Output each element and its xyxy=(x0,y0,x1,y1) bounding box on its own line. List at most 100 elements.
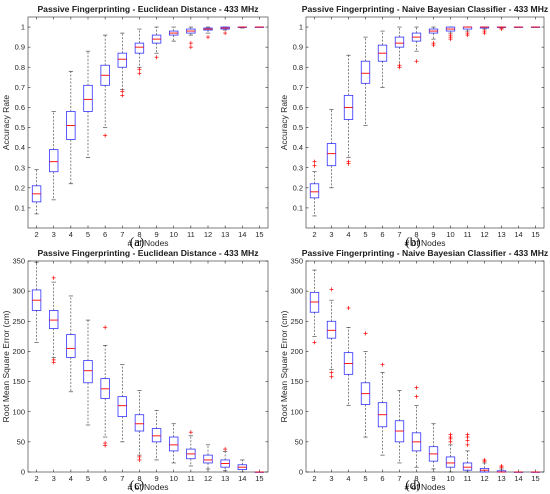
panel-1-ytick-label: 0.8 xyxy=(15,63,25,72)
panel-1-xtick-label: 5 xyxy=(86,230,90,239)
panel-4-box xyxy=(326,320,337,339)
panel-3-xtick-label: 15 xyxy=(255,474,263,483)
panel-1-outlier xyxy=(120,93,125,98)
panel-3-outlier xyxy=(137,454,142,459)
panel-1-xtick-label: 10 xyxy=(170,230,178,239)
panel-1-outlier xyxy=(154,55,159,60)
panel-4-xlabel: # of Nodes xyxy=(404,482,445,492)
panel-1-outlier xyxy=(137,71,142,76)
panel-1-xtick-label: 11 xyxy=(187,230,195,239)
panel-2-ytick-label: 0.7 xyxy=(293,83,303,92)
panel-3-xtick-label: 5 xyxy=(86,474,90,483)
panel-4-xtick-label: 7 xyxy=(397,474,401,483)
panel-3-ylabel: Root Mean Square Error (cm) xyxy=(1,310,11,422)
panel-1-ylabel: Accuracy Rate xyxy=(1,95,11,151)
panel-4-outlier xyxy=(312,340,317,345)
panel-4-outlier xyxy=(465,438,470,443)
panel-1-box xyxy=(49,149,59,173)
panel-2-outlier xyxy=(448,33,453,38)
panel-2-ytick-label: 0.3 xyxy=(293,163,303,172)
panel-3-panel-label: (c) xyxy=(130,477,144,492)
panel-4-panel-label: (d) xyxy=(405,477,420,492)
panel-1-xtick-label: 8 xyxy=(137,230,141,239)
panel-3-outlier xyxy=(51,275,56,280)
panel-3-box xyxy=(203,454,213,464)
panel-3-ytick-label: 350 xyxy=(12,257,25,266)
panel-1-xtick-label: 14 xyxy=(238,230,246,239)
panel-4-xtick-label: 15 xyxy=(531,474,539,483)
panel-4-outlier xyxy=(329,374,334,379)
panel-4-outlier xyxy=(465,442,470,447)
panel-3-outlier xyxy=(103,441,108,446)
panel-2-axes-box xyxy=(305,16,545,229)
panel-4-xtick-label: 9 xyxy=(431,474,435,483)
panel-2-xtick-label: 10 xyxy=(446,230,454,239)
panel-4-outlier xyxy=(380,362,385,367)
panel-4-ytick-label: 300 xyxy=(290,287,303,296)
panel-2-outlier xyxy=(499,27,504,32)
panel-3-ytick-label: 50 xyxy=(17,437,25,446)
panel-4-outlier xyxy=(346,306,351,311)
panel-3-title: Passive Fingerprinting - Euclidean Dista… xyxy=(37,248,258,258)
panel-1-box xyxy=(83,84,93,112)
panel-1-outlier xyxy=(206,35,210,40)
panel-3-xtick-label: 10 xyxy=(170,474,178,483)
panel-2-ytick-label: 0.9 xyxy=(293,43,303,52)
panel-2-xtick-label: 4 xyxy=(346,230,350,239)
panel-1-ytick-label: 0.3 xyxy=(15,163,25,172)
panel-2-box xyxy=(360,60,371,84)
panel-3-box xyxy=(134,414,145,432)
panel-1-xlabel: # of Nodes xyxy=(127,238,168,248)
panel-2-outlier xyxy=(465,31,470,36)
panel-2-ytick-label: 0.4 xyxy=(293,143,303,152)
panel-4-xtick-label: 10 xyxy=(446,474,454,483)
panel-4-ytick-label: 250 xyxy=(290,317,303,326)
panel-2-box xyxy=(394,36,405,48)
panel-1-outlier xyxy=(188,41,193,46)
panel-3-outlier xyxy=(103,325,108,330)
panel-4-ytick-label: 150 xyxy=(290,377,303,386)
panel-3-box xyxy=(151,428,162,443)
panel-4-outlier xyxy=(465,432,470,437)
panel-4-xtick-label: 8 xyxy=(414,474,418,483)
panel-3-xtick-label: 6 xyxy=(103,474,107,483)
panel-2-outlier xyxy=(414,59,419,64)
panel-3-xtick-label: 8 xyxy=(137,474,141,483)
panel-4-outlier xyxy=(329,287,334,292)
panel-3-ytick-label: 0 xyxy=(21,468,25,477)
panel-4-xtick-label: 13 xyxy=(497,474,505,483)
panel-4-ytick-label: 350 xyxy=(290,257,303,266)
panel-1-outlier xyxy=(103,133,108,138)
panel-2-xtick-label: 2 xyxy=(312,230,316,239)
panel-3-box xyxy=(66,334,76,358)
panel-3-box xyxy=(49,310,59,329)
panel-3-outlier xyxy=(188,430,193,435)
panel-3-ytick-label: 250 xyxy=(12,317,25,326)
panel-2-xtick-label: 13 xyxy=(497,230,505,239)
panel-3-box xyxy=(83,360,93,384)
panel-4-xtick-label: 4 xyxy=(346,474,350,483)
panel-4-ytick-label: 0 xyxy=(299,468,303,477)
panel-3-box xyxy=(169,436,179,452)
panel-1-xtick-label: 6 xyxy=(103,230,107,239)
panel-2-box xyxy=(309,183,320,199)
panel-1-outlier xyxy=(223,31,228,36)
panel-1-xtick-label: 2 xyxy=(34,230,38,239)
panel-3-outlier xyxy=(51,357,56,362)
panel-1-xtick-label: 9 xyxy=(154,230,158,239)
panel-1-ytick-label: 0.7 xyxy=(15,83,25,92)
panel-2-outlier xyxy=(346,159,351,164)
panel-4-ytick-label: 200 xyxy=(290,347,303,356)
panel-3-outlier xyxy=(223,447,228,452)
panel-4-box xyxy=(462,462,473,471)
panel-3-ytick-label: 150 xyxy=(12,377,25,386)
panel-1-xtick-label: 13 xyxy=(221,230,229,239)
panel-3-xtick-label: 4 xyxy=(69,474,73,483)
panel-2-xtick-label: 3 xyxy=(329,230,333,239)
panel-1-panel-label: (a) xyxy=(130,234,144,249)
panel-4-xtick-label: 12 xyxy=(480,474,488,483)
panel-4-xtick-label: 5 xyxy=(363,474,367,483)
panel-2-ytick-label: 1 xyxy=(299,23,303,32)
panel-3-xlabel: # of Nodes xyxy=(127,482,168,492)
